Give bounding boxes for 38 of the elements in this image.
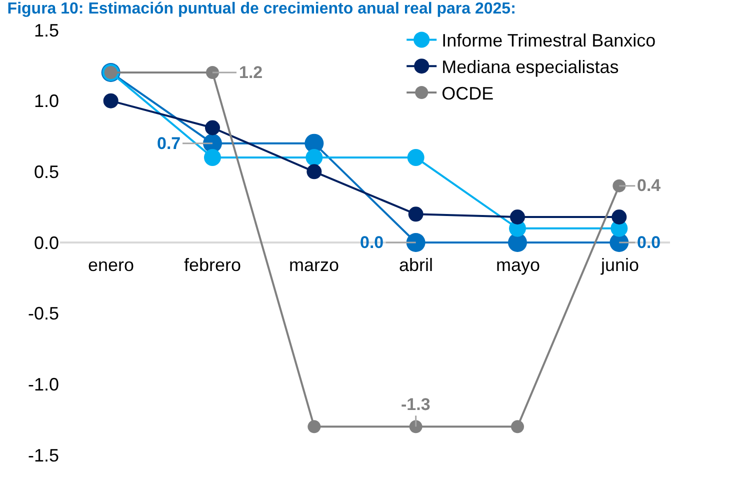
x-tick-label: febrero xyxy=(184,255,242,275)
point xyxy=(205,120,220,136)
legend-label: OCDE xyxy=(442,84,494,104)
y-tick-label: -1.5 xyxy=(28,445,59,466)
data-label: 0.7 xyxy=(157,134,181,153)
y-tick-label: 1.5 xyxy=(34,20,59,40)
point xyxy=(612,210,627,224)
point xyxy=(409,420,422,434)
point xyxy=(510,210,525,224)
point xyxy=(306,149,323,166)
y-tick-label: -0.5 xyxy=(28,304,59,324)
point xyxy=(206,66,219,79)
y-tick-label: -1.0 xyxy=(28,374,59,394)
y-tick-label: 0.0 xyxy=(34,232,59,253)
data-label: 0.0 xyxy=(360,233,384,252)
x-tick-label: junio xyxy=(600,255,640,275)
point xyxy=(306,164,322,180)
point xyxy=(612,179,626,192)
point xyxy=(103,93,118,108)
data-label: 1.2 xyxy=(239,63,263,82)
point xyxy=(406,233,426,252)
x-tick-label: abril xyxy=(399,255,434,275)
data-label: -1.3 xyxy=(401,395,430,414)
y-tick-label: 0.5 xyxy=(34,162,59,182)
x-tick-label: enero xyxy=(88,255,134,275)
point xyxy=(407,149,424,166)
data-label: 0.4 xyxy=(637,176,662,195)
legend-label: Informe Trimestral Banxico xyxy=(442,30,656,51)
x-tick-label: marzo xyxy=(289,255,340,275)
point xyxy=(511,420,524,434)
point xyxy=(408,206,424,222)
y-tick-label: 1.0 xyxy=(34,91,59,112)
data-label: 0.0 xyxy=(637,233,661,252)
chart-title: Figura 10: Estimación puntual de crecimiento anual real para 2025: xyxy=(7,0,516,18)
legend-label: Mediana especialistas xyxy=(442,57,619,78)
x-tick-label: mayo xyxy=(496,255,540,275)
point xyxy=(204,149,221,166)
point xyxy=(308,420,321,434)
